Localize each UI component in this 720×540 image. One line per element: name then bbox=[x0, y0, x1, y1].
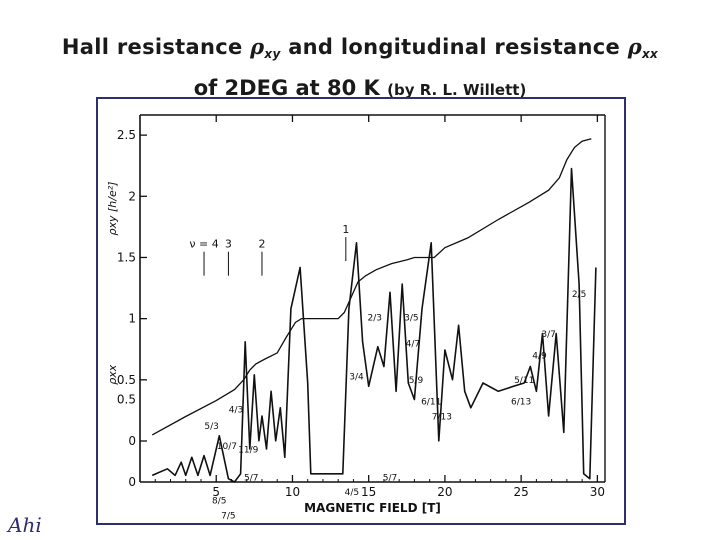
y-tick-label: 1.5 bbox=[117, 250, 136, 264]
fraction-label: 6/13 bbox=[511, 397, 531, 407]
fraction-label: 4/9 bbox=[532, 351, 547, 361]
rho-symbol: ρ bbox=[250, 34, 265, 59]
x-tick-label: 30 bbox=[590, 485, 605, 499]
fraction-label: 3/7 bbox=[541, 330, 555, 340]
fraction-label: 3/4 bbox=[349, 373, 364, 383]
figure-frame: 5 10 15 20 25 30 0 0.5 1 1.5 2 2.5 0 0.5 MAGNETIC FIEL… bbox=[96, 97, 626, 525]
y-axis-label-xy: ρxy [h/e²] bbox=[106, 182, 119, 236]
filling-factor-label: ν = 4 bbox=[189, 238, 218, 251]
fraction-label: 5/7 bbox=[244, 473, 258, 483]
fraction-label: 5/7 bbox=[383, 473, 397, 483]
fraction-label: 6/11 bbox=[421, 397, 441, 407]
title-text-1: Hall resistance bbox=[61, 35, 251, 59]
x-axis-label: MAGNETIC FIELD [T] bbox=[304, 501, 441, 515]
fraction-label: 11/9 bbox=[238, 445, 258, 455]
quantum-hall-plot: 5 10 15 20 25 30 0 0.5 1 1.5 2 2.5 0 0.5 MAGNETIC FIEL… bbox=[106, 114, 606, 521]
fraction-label: 4/3 bbox=[229, 406, 243, 416]
y-tick-label: 1 bbox=[128, 312, 136, 326]
fraction-label: 3/5 bbox=[404, 313, 418, 323]
x-tick-label: 5 bbox=[212, 485, 220, 499]
subscript-xy: xy bbox=[264, 47, 281, 61]
filling-factor-label: 3 bbox=[225, 238, 232, 251]
x-tick-label: 25 bbox=[514, 485, 529, 499]
fraction-label: 5/9 bbox=[409, 376, 424, 386]
rho-xy-line bbox=[151, 138, 592, 436]
y-tick-label: 0 bbox=[128, 434, 136, 448]
fraction-label: 5/11 bbox=[514, 376, 534, 386]
y-tick-label: 0.5 bbox=[117, 373, 136, 387]
title-text-2: and longitudinal resistance bbox=[280, 35, 628, 59]
y-tick-label: 2 bbox=[128, 189, 136, 203]
x-tick-label: 20 bbox=[437, 485, 452, 499]
fraction-label: 2/5 bbox=[572, 290, 586, 300]
fraction-label: 4/7 bbox=[406, 340, 420, 350]
xx-scale-label: 0.5 bbox=[117, 393, 136, 407]
title-line-2: of 2DEG at 80 K bbox=[193, 76, 388, 100]
author-credit: (by R. L. Willett) bbox=[387, 81, 527, 99]
fraction-label: 7/5 bbox=[221, 511, 235, 521]
xx-zero-label: 0 bbox=[128, 475, 136, 489]
fraction-label: 2/3 bbox=[368, 313, 382, 323]
x-tick-label: 15 bbox=[361, 485, 376, 499]
subscript-xx: xx bbox=[641, 47, 659, 61]
fraction-label: 10/7 bbox=[217, 442, 237, 452]
rho-xx-line bbox=[151, 167, 597, 483]
filling-factor-label: 2 bbox=[258, 238, 265, 251]
filling-factor-label: 1 bbox=[342, 223, 349, 236]
x-tick-label: 10 bbox=[285, 485, 300, 499]
fraction-label: 4/5 bbox=[345, 488, 359, 498]
institution-logo: Ahi bbox=[6, 513, 42, 537]
y-tick-label: 2.5 bbox=[117, 128, 136, 142]
svg-text:Ahi: Ahi bbox=[6, 513, 42, 537]
fraction-label: 7/13 bbox=[432, 412, 452, 422]
fraction-label: 8/5 bbox=[212, 496, 226, 506]
y-axis-label-xx: ρxx bbox=[106, 364, 119, 384]
rho-symbol-2: ρ bbox=[627, 34, 642, 59]
page-title: Hall resistance ρxy and longitudinal res… bbox=[0, 30, 720, 107]
fraction-label: 5/3 bbox=[204, 422, 218, 432]
